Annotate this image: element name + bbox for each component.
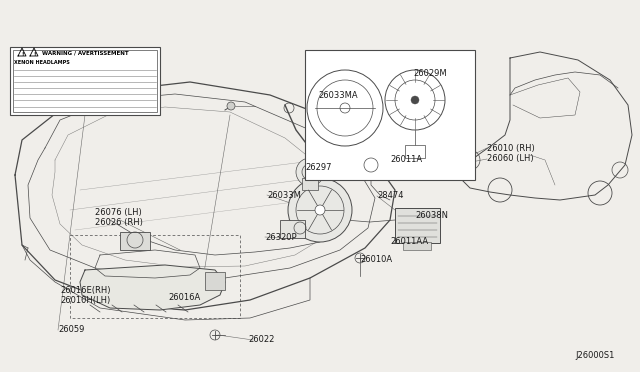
FancyBboxPatch shape [302, 178, 318, 190]
Text: 26060 (LH): 26060 (LH) [487, 154, 534, 164]
FancyBboxPatch shape [395, 208, 440, 243]
Circle shape [315, 205, 325, 215]
FancyBboxPatch shape [359, 157, 383, 173]
Text: 28474: 28474 [377, 192, 403, 201]
Text: 26011AA: 26011AA [390, 237, 428, 247]
Text: 26026 (RH): 26026 (RH) [95, 218, 143, 227]
FancyBboxPatch shape [120, 232, 150, 250]
Text: 26011A: 26011A [390, 155, 422, 164]
Text: !: ! [33, 51, 35, 57]
FancyBboxPatch shape [405, 145, 425, 158]
Text: 26029M: 26029M [413, 68, 447, 77]
Text: WARNING / AVERTISSEMENT: WARNING / AVERTISSEMENT [42, 51, 129, 55]
Circle shape [340, 103, 350, 113]
Circle shape [227, 102, 235, 110]
Text: 26022: 26022 [248, 336, 275, 344]
Text: 26016E(RH): 26016E(RH) [60, 285, 111, 295]
Text: !: ! [20, 51, 23, 57]
Text: 26010H(LH): 26010H(LH) [60, 295, 110, 305]
FancyBboxPatch shape [403, 242, 431, 250]
Text: XENON HEADLAMPS: XENON HEADLAMPS [14, 60, 70, 64]
Text: 26033M: 26033M [267, 190, 301, 199]
Text: 26010 (RH): 26010 (RH) [487, 144, 535, 153]
Text: 26059: 26059 [58, 326, 84, 334]
Text: 26016A: 26016A [168, 292, 200, 301]
Text: 26010A: 26010A [360, 256, 392, 264]
Text: 26033MA: 26033MA [318, 90, 358, 99]
FancyBboxPatch shape [280, 220, 305, 238]
Text: J26000S1: J26000S1 [575, 352, 614, 360]
Circle shape [411, 96, 419, 104]
Circle shape [296, 158, 324, 186]
FancyBboxPatch shape [305, 50, 475, 180]
Text: 26297: 26297 [305, 163, 332, 171]
Circle shape [288, 178, 352, 242]
Text: 26320P: 26320P [265, 232, 296, 241]
Polygon shape [80, 265, 225, 310]
Text: 26038N: 26038N [415, 211, 448, 219]
FancyBboxPatch shape [205, 272, 225, 290]
Text: 26076 (LH): 26076 (LH) [95, 208, 141, 217]
FancyBboxPatch shape [13, 50, 157, 112]
FancyBboxPatch shape [10, 47, 160, 115]
